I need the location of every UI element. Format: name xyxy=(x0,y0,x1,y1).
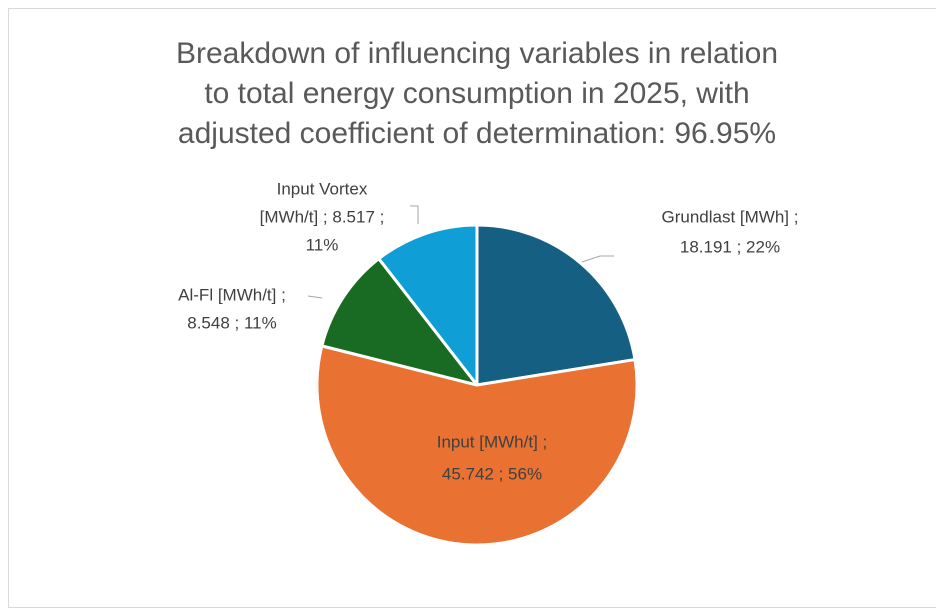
pie-slice xyxy=(377,223,479,387)
data-label: 11% xyxy=(306,235,339,254)
leader-line xyxy=(410,205,419,224)
data-label: Grundlast [MWh] ; xyxy=(662,207,799,226)
data-label: Input Vortex xyxy=(277,179,368,198)
page: Breakdown of influencing variables in re… xyxy=(8,8,936,608)
pie-slice xyxy=(320,257,479,387)
data-label: 45.742 ; 56% xyxy=(442,464,542,483)
data-label: 8.548 ; 11% xyxy=(187,313,276,332)
data-label: 18.191 ; 22% xyxy=(680,237,780,256)
pie-slice xyxy=(475,223,637,387)
pie-slice xyxy=(315,344,639,547)
chart-title: Breakdown of influencing variables in re… xyxy=(175,37,779,150)
data-label: [MWh/t] ; 8.517 ; xyxy=(260,207,385,226)
leader-line xyxy=(307,295,323,299)
data-label: Input [MWh/t] ; xyxy=(437,432,548,451)
leader-line xyxy=(581,255,614,263)
data-label: Al-Fl [MWh/t] ; xyxy=(178,285,286,304)
chart: Grundlast [MWh] ; 18.191 ; 22% Input [MWh/… xyxy=(178,179,799,547)
